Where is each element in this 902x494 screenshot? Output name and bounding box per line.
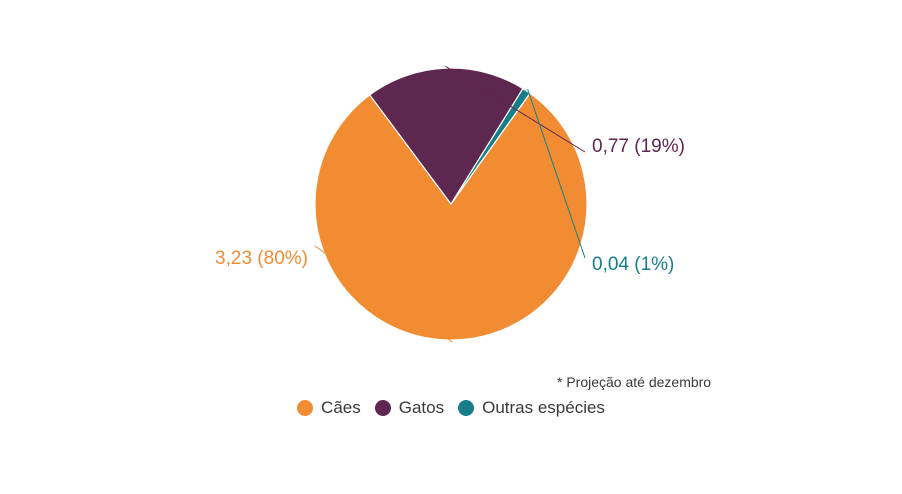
leader-gatos (445, 65, 586, 153)
legend-swatch-gatos (374, 400, 391, 416)
slice-outras-especies[interactable] (450, 87, 531, 205)
legend-label-outras-especies: Outras espécies (482, 398, 605, 417)
legend-label-gatos: Gatos (398, 398, 445, 417)
leader-caes (314, 245, 453, 343)
legend-label-caes: Cães (321, 398, 361, 417)
legend-item-outras-especies[interactable]: Outras espécies (458, 398, 605, 418)
legend-item-gatos[interactable]: Gatos (374, 398, 445, 418)
leader-outras-especies (527, 89, 586, 259)
slice-caes[interactable] (314, 92, 588, 341)
legend-item-caes[interactable]: Cães (297, 398, 361, 418)
slice-gatos[interactable] (368, 67, 524, 206)
data-label-outras-especies: 0,04 (1%) (592, 254, 674, 275)
legend-swatch-caes (297, 400, 314, 416)
legend-swatch-outras-especies (458, 400, 475, 416)
legend: Cães Gatos Outras espécies (0, 398, 902, 418)
data-label-caes: 3,23 (80%) (215, 248, 308, 269)
data-label-gatos: 0,77 (19%) (592, 136, 685, 157)
projection-note: * Projeção até dezembro (557, 374, 712, 390)
